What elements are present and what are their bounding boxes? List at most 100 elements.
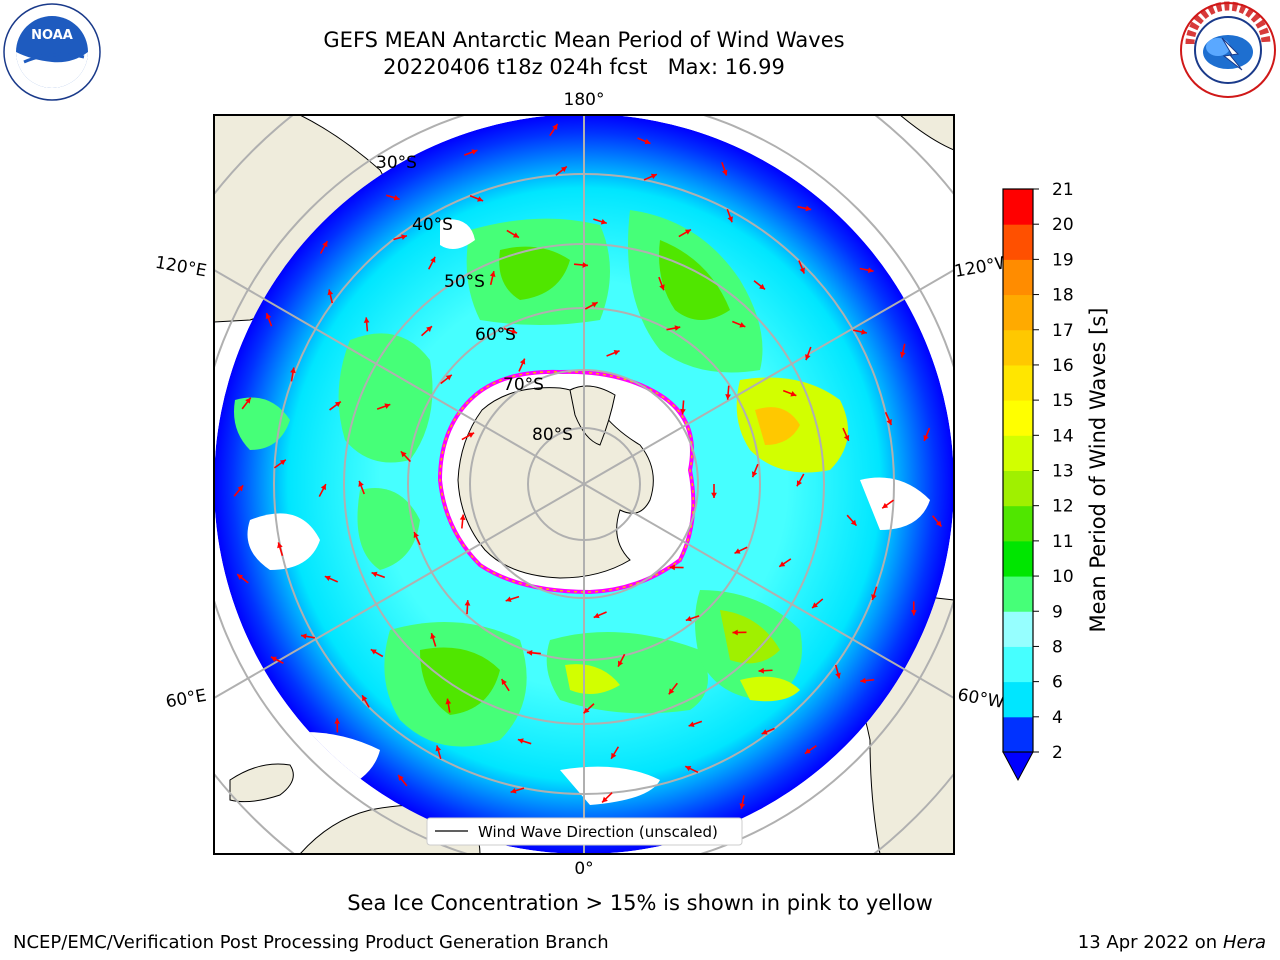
wave-direction-arrow <box>778 558 792 568</box>
wave-direction-arrow <box>923 427 931 442</box>
wave-direction-arrow <box>666 325 681 331</box>
wave-direction-arrow <box>688 720 703 727</box>
wave-direction-arrow <box>510 787 525 794</box>
wave-direction-arrow <box>265 312 273 327</box>
wave-direction-arrow <box>859 267 874 274</box>
wave-direction-arrow <box>871 586 878 601</box>
graticule <box>214 115 954 854</box>
wave-direction-arrow <box>680 400 686 415</box>
wave-direction-arrow <box>555 165 568 176</box>
lon-label-120e: 120°E <box>154 253 208 282</box>
wave-direction-arrow <box>461 432 475 441</box>
wave-direction-arrow <box>300 633 315 640</box>
colorbar-tick-label: 16 <box>1052 356 1074 376</box>
wave-direction-arrow <box>658 276 665 291</box>
wave-direction-arrow <box>797 205 812 212</box>
run-date: 13 Apr 2022 on Hera <box>1078 932 1266 953</box>
wave-direction-arrow <box>910 601 917 616</box>
wave-direction-arrow <box>852 329 868 335</box>
wave-direction-arrow <box>834 664 841 679</box>
colorbar-segment <box>1003 576 1033 612</box>
colorbar-tick-label: 20 <box>1052 215 1074 235</box>
wave-direction-arrow <box>610 746 620 760</box>
wave-direction-arrow <box>846 514 858 527</box>
wave-direction-arrow <box>726 208 733 223</box>
wave-direction-arrow <box>489 270 496 285</box>
wave-direction-arrow <box>584 301 599 310</box>
wave-direction-arrow <box>782 389 797 397</box>
colorbar-segment <box>1003 364 1033 401</box>
wave-direction-arrow <box>842 427 850 442</box>
latitude-labels: 30°S 40°S 50°S 60°S 70°S 80°S <box>376 153 573 445</box>
wave-direction-arrow <box>721 162 728 176</box>
colorbar-label: Mean Period of Wind Waves [s] <box>1086 308 1110 633</box>
noaa-logo-text: NOAA <box>31 28 73 43</box>
wave-direction-arrow <box>370 648 384 658</box>
colorbar-tick-label: 6 <box>1052 673 1063 693</box>
noaa-logo: NOAA <box>3 3 101 101</box>
wave-direction-arrow <box>761 727 775 735</box>
map-subtitle: 20220406 t18z 024h fcst Max: 16.99 <box>383 55 785 79</box>
wave-direction-arrow <box>517 738 532 745</box>
legend-label: Wind Wave Direction (unscaled) <box>478 823 718 841</box>
wave-direction-arrow <box>503 327 518 334</box>
wave-direction-arrow <box>421 325 433 337</box>
wave-direction-arrow <box>506 229 520 239</box>
wave-direction-arrow <box>753 280 766 291</box>
map-legend: Wind Wave Direction (unscaled) <box>426 817 743 846</box>
wave-direction-arrow <box>435 745 442 760</box>
wave-direction-arrow <box>464 600 471 615</box>
wave-direction-arrow <box>526 649 541 656</box>
wave-direction-arrow <box>386 194 400 201</box>
wave-direction-arrow <box>732 629 747 636</box>
colorbar-segment <box>1003 505 1033 542</box>
wave-direction-arrow <box>270 656 284 664</box>
colorbar-segment <box>1003 224 1033 260</box>
wave-direction-arrow <box>361 694 370 708</box>
colorbar-segment <box>1003 400 1033 436</box>
colorbar-tick-label: 11 <box>1052 532 1074 552</box>
wave-direction-arrow <box>430 632 437 647</box>
wave-direction-arrow <box>505 595 520 602</box>
wave-direction-arrow <box>725 385 731 400</box>
wave-direction-arrow <box>376 403 391 410</box>
wave-direction-arrow <box>739 795 746 810</box>
colorbar-tick-label: 12 <box>1052 497 1074 517</box>
wave-direction-arrow <box>593 611 607 619</box>
wave-direction-arrow <box>469 194 484 202</box>
credit-line: NCEP/EMC/Verification Post Processing Pr… <box>13 932 609 953</box>
lat-label-70s: 70°S <box>503 375 544 395</box>
colorbar-segment <box>1003 294 1033 331</box>
wave-direction-arrow <box>371 571 386 579</box>
colorbar-tick-label: 21 <box>1052 180 1074 200</box>
wave-direction-arrow <box>617 653 626 668</box>
lon-label-0: 0° <box>574 859 593 879</box>
map-title: GEFS MEAN Antarctic Mean Period of Wind … <box>323 28 845 52</box>
colorbar-tick-label: 10 <box>1052 567 1074 587</box>
wave-direction-arrow <box>459 514 466 529</box>
colorbar-segment <box>1003 646 1033 683</box>
wave-direction-arrow <box>358 480 365 495</box>
wave-direction-arrow <box>397 774 408 787</box>
wave-direction-arrow <box>500 678 510 692</box>
wave-direction-arrow <box>637 137 651 145</box>
lat-label-60s: 60°S <box>475 325 516 345</box>
run-date-text: 13 Apr 2022 on <box>1077 932 1223 953</box>
colorbar-segment <box>1003 681 1033 718</box>
wave-direction-arrow <box>273 459 287 469</box>
wave-direction-arrow <box>758 667 773 674</box>
wave-direction-arrow <box>463 149 478 156</box>
colorbar: 2 4 6 8 9 10 11 12 13 14 15 16 17 18 19 20 21 Mean Perio… <box>1002 180 1110 782</box>
wave-direction-arrow <box>751 463 759 478</box>
colorbar-segment <box>1003 189 1033 225</box>
wave-direction-arrow <box>233 484 244 497</box>
wave-direction-arrow <box>363 317 370 332</box>
wave-direction-arrow <box>319 240 329 254</box>
wave-direction-arrow <box>684 765 699 774</box>
wave-direction-arrow <box>734 546 748 555</box>
wave-direction-arrow <box>236 573 249 584</box>
wave-direction-arrow <box>811 598 824 609</box>
lat-label-80s: 80°S <box>532 425 573 445</box>
wave-direction-arrow <box>593 218 607 225</box>
